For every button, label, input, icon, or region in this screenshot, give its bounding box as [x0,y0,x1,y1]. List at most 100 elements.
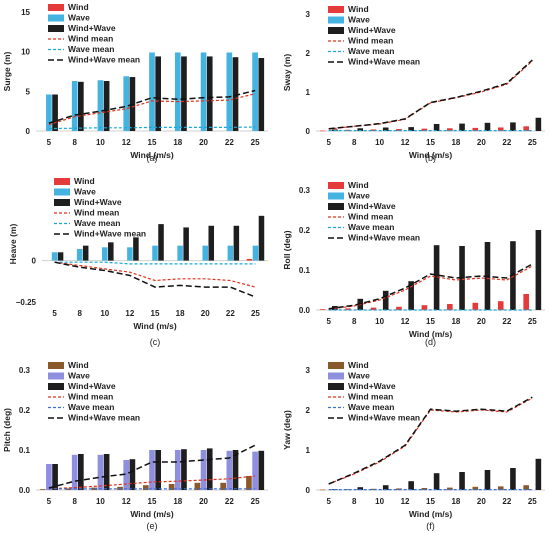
bar-wind-wave [535,230,542,310]
y-tick-label: 1 [306,88,311,97]
x-tick-label: 25 [251,309,260,318]
bar-wind [370,307,377,310]
series-line-wind-mean [48,475,256,490]
legend-label: Wave mean [348,46,394,56]
bar-wave [174,52,181,131]
legend-label: Wind [348,180,369,190]
x-tick-label: 20 [477,497,486,506]
bar-wave [152,245,158,261]
chart-panel-4: 0.0 0.1 0.2 0.3 5 8 10 12 15 18 20 22 25 Wind (m/s) Ro… [282,180,545,347]
x-tick-label: 12 [401,317,410,326]
bar-wave [177,245,183,261]
y-tick-label: 2 [306,49,311,58]
series-line-wave-mean [54,261,256,265]
x-tick-label: 20 [477,317,486,326]
x-tick-label: 18 [451,138,460,147]
x-tick-label: 15 [148,497,157,506]
y-axis-label: Pitch (deg) [2,408,12,452]
y-axis-label: Surge (m) [2,51,12,91]
y-tick-label: 10 [21,48,30,57]
bar-wave [46,94,52,131]
y-tick-label: 0.0 [19,486,31,495]
legend-label: Wind [348,360,369,370]
bar-wind-wave [535,458,542,490]
bar-wind-wave [78,454,84,490]
bar-wind [194,482,201,490]
bar-wind-wave [459,123,465,131]
bar-wind-wave [258,215,265,261]
x-tick-label: 25 [251,497,260,506]
legend-label: Wave [348,15,370,25]
x-tick-label: 8 [352,317,357,326]
legend-swatch [328,372,344,380]
bar-wind [472,302,479,310]
bar-wave [123,460,130,490]
y-tick-label: 0 [306,486,311,495]
legend-label: Wave mean [348,402,394,412]
y-tick-label: 0.1 [299,266,311,275]
bar-wind-wave [484,122,491,131]
bar-wind [472,486,479,490]
bar-wind-wave [52,464,58,490]
x-tick-label: 12 [401,497,410,506]
x-axis-label: Wind (m/s) [130,150,174,160]
x-tick-label: 18 [173,497,182,506]
x-tick-label: 22 [225,497,234,506]
series-line-wind-wave-mean [54,261,256,298]
y-tick-label: 15 [21,8,30,17]
legend-label: Wind+Wave [348,381,396,391]
legend-label: Wind+Wave mean [348,413,420,423]
x-tick-label: 10 [375,138,384,147]
legend-swatch [328,182,344,189]
chart-panel-5: 0.0 0.1 0.2 0.3 5 8 10 12 15 18 20 22 25 Wind (m/s) Pi… [2,360,268,531]
y-tick-label: 5 [26,87,31,96]
legend-label: Wind+Wave [348,201,396,211]
x-tick-label: 12 [122,497,131,506]
legend-swatch [328,27,344,34]
bar-wind-wave [408,481,414,490]
legend-swatch [48,362,64,369]
bar-wind-wave [133,237,139,261]
bar-wind-wave [206,448,213,490]
bar-wind [497,301,504,310]
legend-label: Wave [348,371,370,381]
legend-swatch [54,178,70,185]
legend-label: Wind+Wave [348,25,396,35]
y-tick-label: 3 [306,10,311,19]
legend-label: Wind mean [348,212,393,222]
bar-wave [226,52,233,131]
y-tick-label: 0.2 [19,406,31,415]
x-tick-label: 10 [100,309,109,318]
legend-label: Wind mean [348,36,393,46]
y-tick-label: 0.1 [19,446,31,455]
y-axis-label: Roll (deg) [282,230,292,269]
bar-wave [202,245,208,261]
bar-wind-wave [382,290,389,310]
bar-wind [246,476,252,490]
bar-wind-wave [459,472,465,490]
legend-swatch [48,14,64,22]
x-tick-label: 5 [52,309,57,318]
legend-label: Wind+Wave mean [348,233,420,243]
legend-label: Wind [348,4,369,14]
y-axis-label: Heave (m) [8,224,18,265]
series-line-wind-mean [328,265,533,310]
bar-wind-wave [233,225,240,261]
legend-swatch [328,16,344,24]
bar-wind [447,304,453,310]
x-tick-label: 5 [47,138,52,147]
x-tick-label: 10 [375,317,384,326]
bar-wind [523,485,529,490]
series-line-wind-mean [54,261,256,288]
bar-wind-wave [258,58,265,131]
legend-label: Wave mean [68,44,114,54]
bar-wave [252,52,258,131]
legend-label: Wave [68,371,90,381]
bar-wave [200,450,207,490]
x-tick-label: 10 [96,138,105,147]
panel-label: (b) [425,153,436,163]
